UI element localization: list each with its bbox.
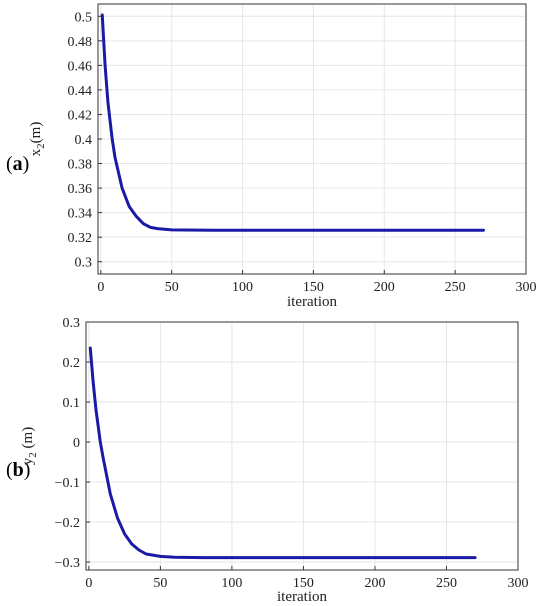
x-tick-label-1: 50 (165, 280, 179, 295)
y-tick-label-9: 0.48 (68, 35, 93, 50)
y-tick-label-0: −0.3 (55, 556, 80, 571)
panel-b-y-ticks: −0.3 −0.2 −0.1 0 0.1 0.2 0.3 (55, 316, 90, 571)
y-tick-label-5: 0.4 (75, 133, 93, 148)
chart-panel-a: (a) 0 50 100 150 200 250 300 0.30.320.340.360.… (6, 3, 537, 310)
x-tick-label-0: 0 (97, 280, 104, 295)
panel-b-label: (b) (6, 459, 30, 481)
panel-b-grid (86, 321, 519, 570)
x-tick-label-2: 100 (232, 280, 253, 295)
panel-b-x-axis-label: iteration (277, 589, 327, 605)
x-tick-label-4: 200 (364, 576, 385, 591)
y-tick-label-3: 0 (73, 436, 80, 451)
x-tick-label-0: 0 (85, 576, 92, 591)
y-tick-label-1: 0.32 (68, 231, 93, 246)
y-tick-label-2: −0.1 (55, 476, 80, 491)
x-tick-label-5: 250 (445, 280, 466, 295)
panel-a-grid (98, 4, 527, 274)
x-tick-label-5: 250 (436, 576, 457, 591)
panel-a-label: (a) (6, 153, 29, 175)
panel-a-x-ticks: 0 50 100 150 200 250 300 (97, 270, 537, 295)
x-tick-label-1: 50 (153, 576, 167, 591)
x-tick-label-6: 300 (516, 280, 537, 295)
y-tick-label-2: 0.34 (68, 207, 93, 222)
y-tick-label-3: 0.36 (68, 182, 93, 197)
y-tick-label-4: 0.38 (68, 158, 93, 173)
y-tick-label-1: −0.2 (55, 516, 80, 531)
y-tick-label-10: 0.5 (75, 10, 93, 25)
x-tick-label-3: 150 (303, 280, 324, 295)
panel-a-y-axis-label: x2(m) (28, 122, 47, 157)
panel-b-series-line (88, 346, 477, 560)
panel-b-y-axis-label: y2 (m) (20, 427, 39, 465)
chart-panel-b: (b) 0 50 100 150 200 250 300 −0.3 −0.2 −0.1 0 0.1 0… (6, 316, 529, 605)
panel-b-plot-frame (85, 321, 519, 571)
y-tick-label-8: 0.46 (68, 59, 93, 74)
panel-a-x-axis-label: iteration (287, 294, 337, 310)
y-tick-label-4: 0.1 (63, 396, 81, 411)
x-tick-label-6: 300 (508, 576, 529, 591)
panel-a-series-line (100, 13, 485, 232)
panel-a-y-ticks: 0.3 0.32 0.34 0.36 0.38 0.4 0.42 0.44 0.46 0.48 0.… (68, 10, 102, 271)
panel-b-x-ticks: 0 50 100 150 200 250 300 (85, 566, 529, 591)
x-tick-label-4: 200 (374, 280, 395, 295)
y-tick-label-5: 0.2 (63, 356, 81, 371)
x-tick-label-3: 150 (293, 576, 314, 591)
y-tick-label-6: 0.42 (68, 108, 93, 123)
y-tick-label-7: 0.44 (68, 84, 93, 99)
y-tick-label-0: 0.3 (75, 256, 93, 271)
x-tick-label-2: 100 (221, 576, 242, 591)
y-tick-label-6: 0.3 (63, 316, 81, 331)
